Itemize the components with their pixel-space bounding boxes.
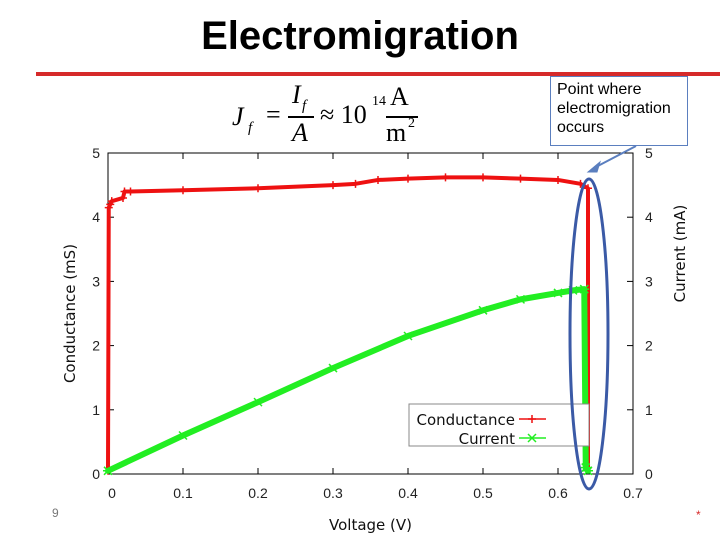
conductance-point-9 xyxy=(329,181,337,190)
chart-legend: Conductance Current xyxy=(408,403,590,448)
legend-label-current: Current xyxy=(459,430,515,448)
x-axis-label: Voltage (V) xyxy=(329,516,412,534)
corner-mark: * xyxy=(696,508,701,522)
conductance-point-11 xyxy=(374,175,382,184)
x-tick-label-3: 0.3 xyxy=(323,485,343,501)
eq-numerator-subscript: f xyxy=(302,98,307,114)
eq-unit-fraction-bar xyxy=(386,116,418,118)
callout-arrow xyxy=(586,145,637,173)
conductance-point-18 xyxy=(584,184,592,193)
series-layer xyxy=(103,173,593,476)
conductance-point-7 xyxy=(179,186,187,195)
x-tick-label-4: 0.4 xyxy=(398,485,418,501)
x-tick-label-6: 0.6 xyxy=(548,485,568,501)
y2-tick-labels: 0 1 2 3 4 5 xyxy=(645,145,653,482)
current-density-equation: J f = I f A ≈ 10 14 A m 2 xyxy=(226,80,426,150)
conductance-point-13 xyxy=(441,173,450,182)
y-tick-label-0: 0 xyxy=(92,466,100,482)
current-point-6 xyxy=(515,294,526,304)
eq-approx: ≈ 10 xyxy=(320,100,367,129)
conductance-point-10 xyxy=(351,179,360,188)
legend-marker-conductance xyxy=(528,415,536,423)
y2-tick-label-4: 4 xyxy=(645,209,653,225)
x-tick-label-7: 0.7 xyxy=(623,485,643,501)
x-tick-label-1: 0.1 xyxy=(173,485,193,501)
current-point-1 xyxy=(178,430,188,441)
eq-denominator: A xyxy=(292,118,308,147)
conductance-point-6 xyxy=(126,187,135,196)
conductance-point-12 xyxy=(404,174,412,183)
x-tick-label-2: 0.2 xyxy=(248,485,268,501)
callout-text: Point where electromigration occurs xyxy=(557,81,671,136)
y2-tick-label-2: 2 xyxy=(645,338,653,354)
eq-unit-numerator: A xyxy=(390,82,409,111)
eq-unit-denominator-exponent: 2 xyxy=(408,116,415,131)
slide-title: Electromigration xyxy=(201,14,519,58)
conductance-point-16 xyxy=(554,175,562,184)
current-point-5 xyxy=(478,305,488,315)
current-point-2 xyxy=(253,397,263,407)
conductance-point-8 xyxy=(254,184,262,193)
x-tick-labels: 0 0.1 0.2 0.3 0.4 0.5 0.6 0.7 xyxy=(108,485,643,501)
current-point-3 xyxy=(328,363,338,373)
y-tick-label-3: 3 xyxy=(92,273,100,289)
y-tick-label-5: 5 xyxy=(92,145,100,161)
eq-unit-denominator: m xyxy=(386,118,407,147)
callout-arrow-head xyxy=(586,160,601,173)
callout-arrow-line xyxy=(593,145,637,169)
current-point-0 xyxy=(103,466,113,476)
electromigration-callout: Point where electromigration occurs xyxy=(550,76,688,146)
y-tick-label-2: 2 xyxy=(92,338,100,354)
legend-marker-current xyxy=(527,433,537,443)
current-point-11 xyxy=(583,466,593,476)
eq-numerator: I xyxy=(292,80,301,109)
slide-number: 9 xyxy=(52,506,59,520)
series-line-current xyxy=(105,286,591,474)
y2-tick-label-1: 1 xyxy=(645,402,653,418)
electromigration-highlight-ellipse xyxy=(568,177,610,491)
y2-axis-label: Current (mA) xyxy=(671,205,689,303)
x-tick-label-0: 0 xyxy=(108,485,116,501)
y2-tick-label-0: 0 xyxy=(645,466,653,482)
title-underline xyxy=(36,72,720,76)
x-tick-label-5: 0.5 xyxy=(473,485,493,501)
y2-tick-label-3: 3 xyxy=(645,273,653,289)
conductance-point-15 xyxy=(516,174,525,183)
eq-equals: = xyxy=(266,100,281,129)
conductance-point-14 xyxy=(479,173,487,182)
eq-lhs: J xyxy=(232,102,244,131)
y-tick-label-1: 1 xyxy=(92,402,100,418)
y-axis-label: Conductance (mS) xyxy=(61,244,79,383)
eq-lhs-subscript: f xyxy=(248,120,253,136)
y2-tick-label-5: 5 xyxy=(645,145,653,161)
current-point-9 xyxy=(579,284,590,294)
conductance-point-3 xyxy=(107,197,116,206)
y-tick-labels: 0 1 2 3 4 5 xyxy=(92,145,100,482)
current-point-7 xyxy=(553,288,563,298)
legend-box xyxy=(408,403,590,447)
current-point-4 xyxy=(403,331,413,341)
legend-label-conductance: Conductance xyxy=(417,411,516,429)
eq-fraction-bar xyxy=(288,116,314,118)
conductance-point-4 xyxy=(119,193,127,202)
y-tick-label-4: 4 xyxy=(92,209,100,225)
eq-exponent: 14 xyxy=(372,94,386,109)
legend-swatches xyxy=(519,415,546,443)
